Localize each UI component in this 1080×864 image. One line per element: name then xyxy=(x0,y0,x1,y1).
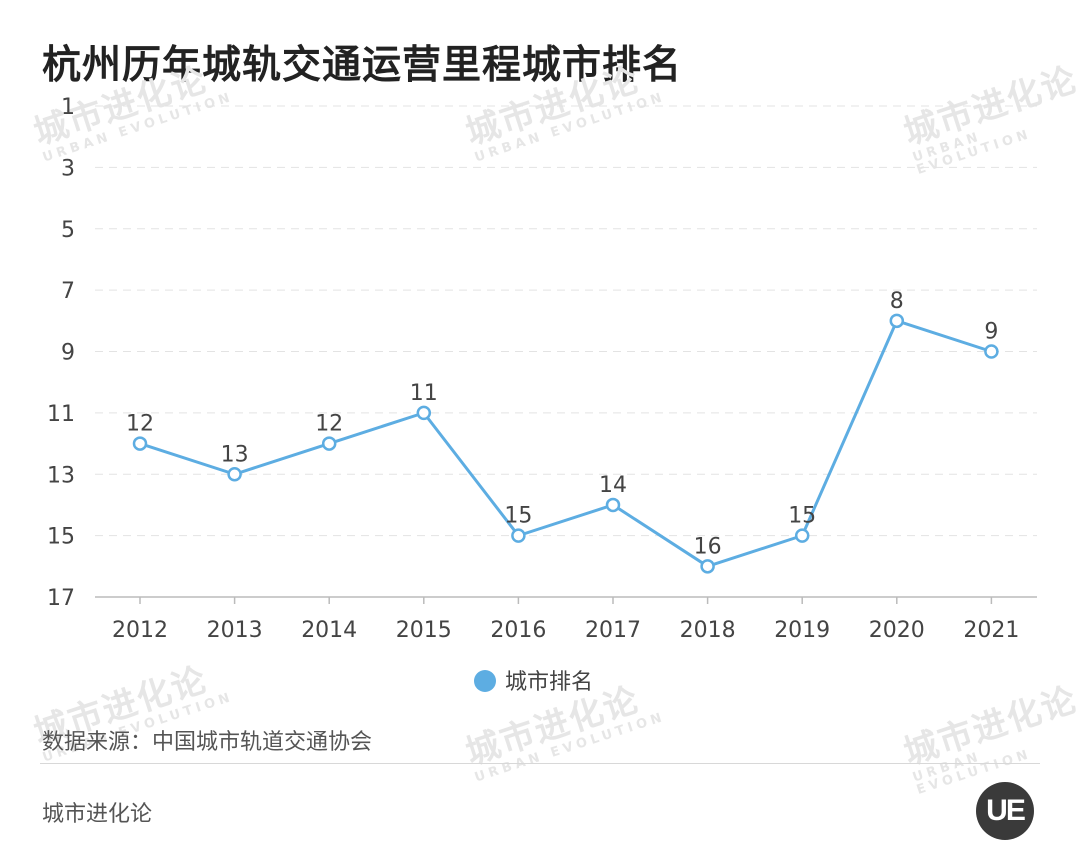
data-point xyxy=(227,467,242,482)
y-tick-label: 7 xyxy=(61,279,75,304)
data-label: 15 xyxy=(788,504,816,529)
data-point xyxy=(889,313,905,329)
data-point xyxy=(794,528,810,543)
y-tick-label: 1 xyxy=(61,95,75,120)
brand-name: 城市进化论 xyxy=(42,802,153,827)
data-label: 12 xyxy=(315,412,343,437)
chart-title: 杭州历年城轨交通运营里程城市排名 xyxy=(42,43,683,88)
x-tick-label: 2020 xyxy=(869,618,925,643)
data-point xyxy=(700,559,715,574)
y-tick-label: 11 xyxy=(47,402,75,427)
data-label: 13 xyxy=(221,442,249,467)
x-tick-label: 2021 xyxy=(963,618,1019,643)
series-line xyxy=(139,319,992,568)
data-point xyxy=(984,344,999,359)
x-tick-label: 2016 xyxy=(490,618,546,643)
x-tick-label: 2012 xyxy=(112,618,168,643)
y-tick-label: 9 xyxy=(61,341,75,366)
x-tick-label: 2015 xyxy=(396,618,452,643)
footer-divider xyxy=(40,763,1040,764)
data-point xyxy=(321,436,337,451)
data-point xyxy=(605,497,621,513)
y-tick-label: 17 xyxy=(47,586,75,611)
y-tick-label: 15 xyxy=(47,525,75,550)
data-label: 16 xyxy=(694,534,722,559)
data-label: 14 xyxy=(599,473,627,498)
legend-marker xyxy=(474,670,496,692)
data-point xyxy=(416,405,432,421)
data-source-note: 数据来源：中国城市轨道交通协会 xyxy=(42,730,373,755)
data-label: 8 xyxy=(890,289,904,314)
x-tick-label: 2018 xyxy=(680,618,736,643)
data-point xyxy=(511,528,526,543)
data-label: 9 xyxy=(984,320,998,345)
legend-label: 城市排名 xyxy=(505,670,593,695)
data-label: 12 xyxy=(126,412,154,437)
x-tick-label: 2013 xyxy=(207,618,263,643)
y-tick-label: 3 xyxy=(61,156,75,181)
x-tick-label: 2017 xyxy=(585,618,641,643)
y-tick-label: 5 xyxy=(61,218,75,243)
x-tick-label: 2019 xyxy=(774,618,830,643)
data-label: 15 xyxy=(504,504,532,529)
data-label: 11 xyxy=(410,381,438,406)
brand-logo-icon: UE xyxy=(976,782,1034,840)
x-tick-label: 2014 xyxy=(301,618,357,643)
data-point xyxy=(132,436,148,451)
y-tick-label: 13 xyxy=(47,463,75,488)
